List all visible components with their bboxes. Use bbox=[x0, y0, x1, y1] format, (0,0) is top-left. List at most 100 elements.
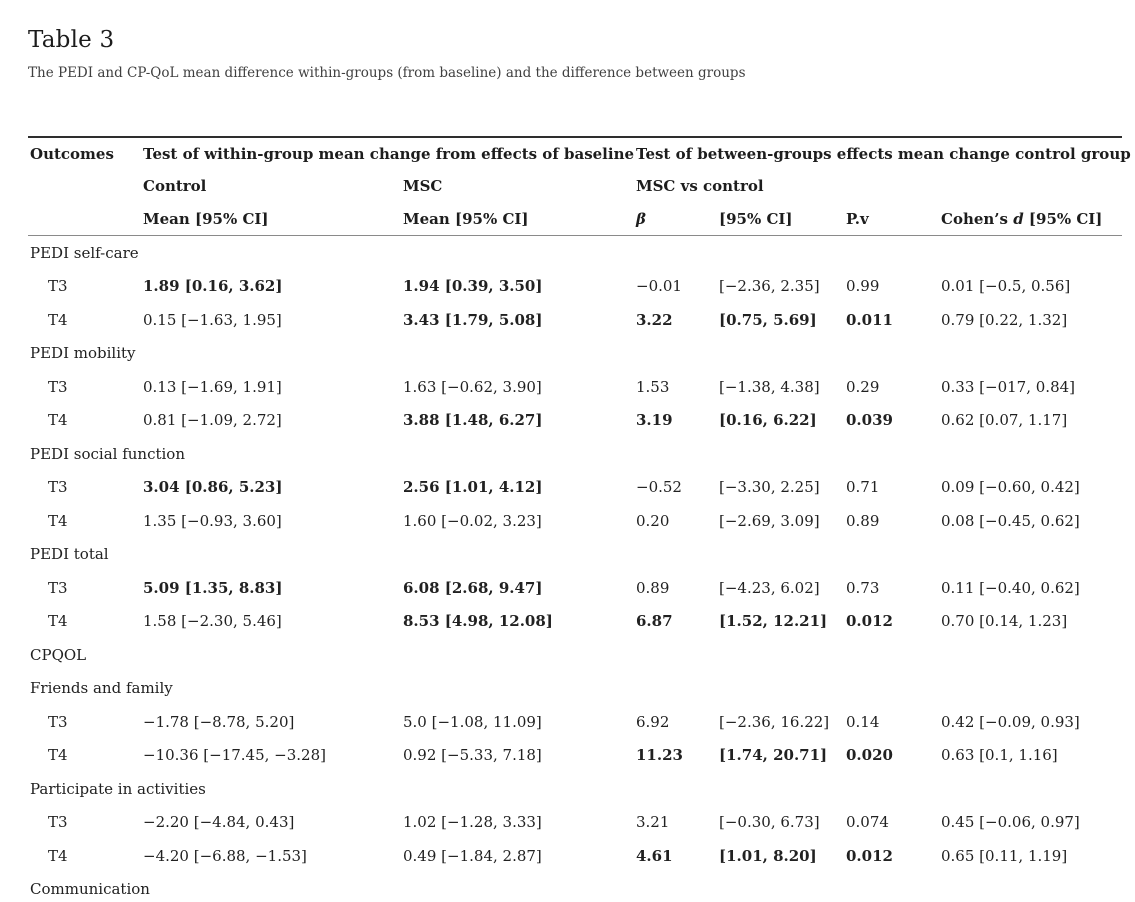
section-label: PEDI self-care bbox=[30, 243, 139, 262]
value-cell: [1.01, 8.20] bbox=[719, 846, 817, 865]
value-cell: 0.89 bbox=[846, 511, 880, 530]
value-cell: 1.94 [0.39, 3.50] bbox=[403, 277, 543, 296]
data-row: T3 1.89 [0.16, 3.62] 1.94 [0.39, 3.50] −0.0… bbox=[28, 269, 1122, 303]
value-cell: [−3.30, 2.25] bbox=[719, 478, 820, 497]
value-cell: 0.70 [0.14, 1.23] bbox=[941, 612, 1068, 631]
value-cell: 5.0 [−1.08, 11.09] bbox=[403, 712, 542, 731]
value-cell: [0.75, 5.69] bbox=[719, 310, 817, 329]
value-cell: 5.09 [1.35, 8.83] bbox=[143, 578, 283, 597]
ci-header: [95% CI] bbox=[719, 202, 846, 236]
pv-header: P.v bbox=[846, 202, 941, 236]
value-cell: 6.87 bbox=[636, 612, 673, 631]
value-cell: 0.20 bbox=[636, 511, 670, 530]
value-cell: 0.92 [−5.33, 7.18] bbox=[403, 746, 542, 765]
value-cell: 0.012 bbox=[846, 612, 893, 631]
empty-header-cell bbox=[28, 202, 143, 236]
cohens-d-symbol: d bbox=[1013, 209, 1024, 228]
value-cell: 3.22 bbox=[636, 310, 673, 329]
value-cell: [1.74, 20.71] bbox=[719, 746, 828, 765]
cohens-ci-label: [95% CI] bbox=[1023, 209, 1103, 228]
timepoint-label: T4 bbox=[48, 612, 68, 631]
data-row: T3 3.04 [0.86, 5.23] 2.56 [1.01, 4.12] −0.5… bbox=[28, 470, 1122, 504]
section-row: Participate in activities bbox=[28, 772, 1122, 806]
value-cell: 0.62 [0.07, 1.17] bbox=[941, 411, 1068, 430]
header-row-groups: Outcomes Test of within-group mean chang… bbox=[28, 137, 1131, 170]
value-cell: 0.73 bbox=[846, 578, 880, 597]
control-header: Control bbox=[143, 177, 207, 196]
value-cell: 0.63 [0.1, 1.16] bbox=[941, 746, 1058, 765]
value-cell: 0.42 [−0.09, 0.93] bbox=[941, 712, 1080, 731]
value-cell: 1.89 [0.16, 3.62] bbox=[143, 277, 283, 296]
value-cell: 0.020 bbox=[846, 746, 893, 765]
data-row: T4 0.81 [−1.09, 2.72] 3.88 [1.48, 6.27] 3.1… bbox=[28, 403, 1122, 437]
value-cell: 6.08 [2.68, 9.47] bbox=[403, 578, 543, 597]
value-cell: 3.43 [1.79, 5.08] bbox=[403, 310, 543, 329]
value-cell: 1.35 [−0.93, 3.60] bbox=[143, 511, 282, 530]
value-cell: 0.039 bbox=[846, 411, 893, 430]
table-header: Outcomes Test of within-group mean chang… bbox=[28, 137, 1131, 236]
value-cell: 1.58 [−2.30, 5.46] bbox=[143, 612, 282, 631]
data-row: T4 1.58 [−2.30, 5.46] 8.53 [4.98, 12.08] 6.… bbox=[28, 604, 1122, 638]
msc-header: MSC bbox=[403, 177, 443, 196]
value-cell: 0.09 [−0.60, 0.42] bbox=[941, 478, 1080, 497]
data-row: T3 −2.20 [−4.84, 0.43] 1.02 [−1.28, 3.33] 3… bbox=[28, 805, 1122, 839]
value-cell: −10.36 [−17.45, −3.28] bbox=[143, 746, 326, 765]
data-row: T4 0.15 [−1.63, 1.95] 3.43 [1.79, 5.08] 3.2… bbox=[28, 303, 1122, 337]
value-cell: 11.23 bbox=[636, 746, 683, 765]
empty-header-cell bbox=[28, 170, 143, 202]
value-cell: 0.074 bbox=[846, 813, 889, 832]
timepoint-label: T4 bbox=[48, 846, 68, 865]
table-body: PEDI self-care T3 1.89 [0.16, 3.62] 1.94 [0… bbox=[28, 235, 1122, 902]
section-label: PEDI total bbox=[30, 545, 109, 564]
control-mean-header: Mean [95% CI] bbox=[143, 202, 403, 236]
timepoint-label: T4 bbox=[48, 746, 68, 765]
data-row: T4 −4.20 [−6.88, −1.53] 0.49 [−1.84, 2.87]… bbox=[28, 839, 1122, 873]
data-row: T3 0.13 [−1.69, 1.91] 1.63 [−0.62, 3.90] 1.… bbox=[28, 370, 1122, 404]
outcomes-header: Outcomes bbox=[30, 145, 114, 164]
value-cell: 3.88 [1.48, 6.27] bbox=[403, 411, 543, 430]
value-cell: 3.04 [0.86, 5.23] bbox=[143, 478, 283, 497]
value-cell: [0.16, 6.22] bbox=[719, 411, 817, 430]
value-cell: [−0.30, 6.73] bbox=[719, 813, 820, 832]
section-label: PEDI social function bbox=[30, 444, 185, 463]
value-cell: 0.45 [−0.06, 0.97] bbox=[941, 813, 1080, 832]
data-row: T4 −10.36 [−17.45, −3.28] 0.92 [−5.33, 7.1… bbox=[28, 738, 1122, 772]
msc-mean-header: Mean [95% CI] bbox=[403, 202, 636, 236]
within-group-header: Test of within-group mean change from ef… bbox=[143, 145, 635, 164]
timepoint-label: T3 bbox=[48, 712, 68, 731]
section-row: PEDI mobility bbox=[28, 336, 1122, 370]
data-row: T3 5.09 [1.35, 8.83] 6.08 [2.68, 9.47] 0.89… bbox=[28, 571, 1122, 605]
value-cell: −4.20 [−6.88, −1.53] bbox=[143, 846, 307, 865]
value-cell: −2.20 [−4.84, 0.43] bbox=[143, 813, 295, 832]
value-cell: 0.14 bbox=[846, 712, 880, 731]
value-cell: 0.33 [−017, 0.84] bbox=[941, 377, 1076, 396]
value-cell: −1.78 [−8.78, 5.20] bbox=[143, 712, 295, 731]
value-cell: 2.56 [1.01, 4.12] bbox=[403, 478, 543, 497]
value-cell: 0.011 bbox=[846, 310, 893, 329]
value-cell: 0.65 [0.11, 1.19] bbox=[941, 846, 1068, 865]
timepoint-label: T4 bbox=[48, 411, 68, 430]
value-cell: [−4.23, 6.02] bbox=[719, 578, 820, 597]
value-cell: 6.92 bbox=[636, 712, 670, 731]
timepoint-label: T4 bbox=[48, 310, 68, 329]
timepoint-label: T3 bbox=[48, 813, 68, 832]
value-cell: 0.012 bbox=[846, 846, 893, 865]
value-cell: 0.11 [−0.40, 0.62] bbox=[941, 578, 1080, 597]
value-cell: [−2.36, 16.22] bbox=[719, 712, 830, 731]
value-cell: 0.71 bbox=[846, 478, 880, 497]
between-groups-header: Test of between-groups effects mean chan… bbox=[636, 145, 1131, 164]
value-cell: [1.52, 12.21] bbox=[719, 612, 828, 631]
section-row: Communication bbox=[28, 872, 1122, 902]
section-row: Friends and family bbox=[28, 671, 1122, 705]
value-cell: 0.89 bbox=[636, 578, 670, 597]
value-cell: 0.08 [−0.45, 0.62] bbox=[941, 511, 1080, 530]
timepoint-label: T3 bbox=[48, 377, 68, 396]
timepoint-label: T4 bbox=[48, 511, 68, 530]
results-table: Outcomes Test of within-group mean chang… bbox=[28, 136, 1131, 902]
section-label: PEDI mobility bbox=[30, 344, 136, 363]
value-cell: 1.02 [−1.28, 3.33] bbox=[403, 813, 542, 832]
value-cell: 1.63 [−0.62, 3.90] bbox=[403, 377, 542, 396]
section-label: Participate in activities bbox=[30, 779, 206, 798]
value-cell: 3.19 bbox=[636, 411, 673, 430]
